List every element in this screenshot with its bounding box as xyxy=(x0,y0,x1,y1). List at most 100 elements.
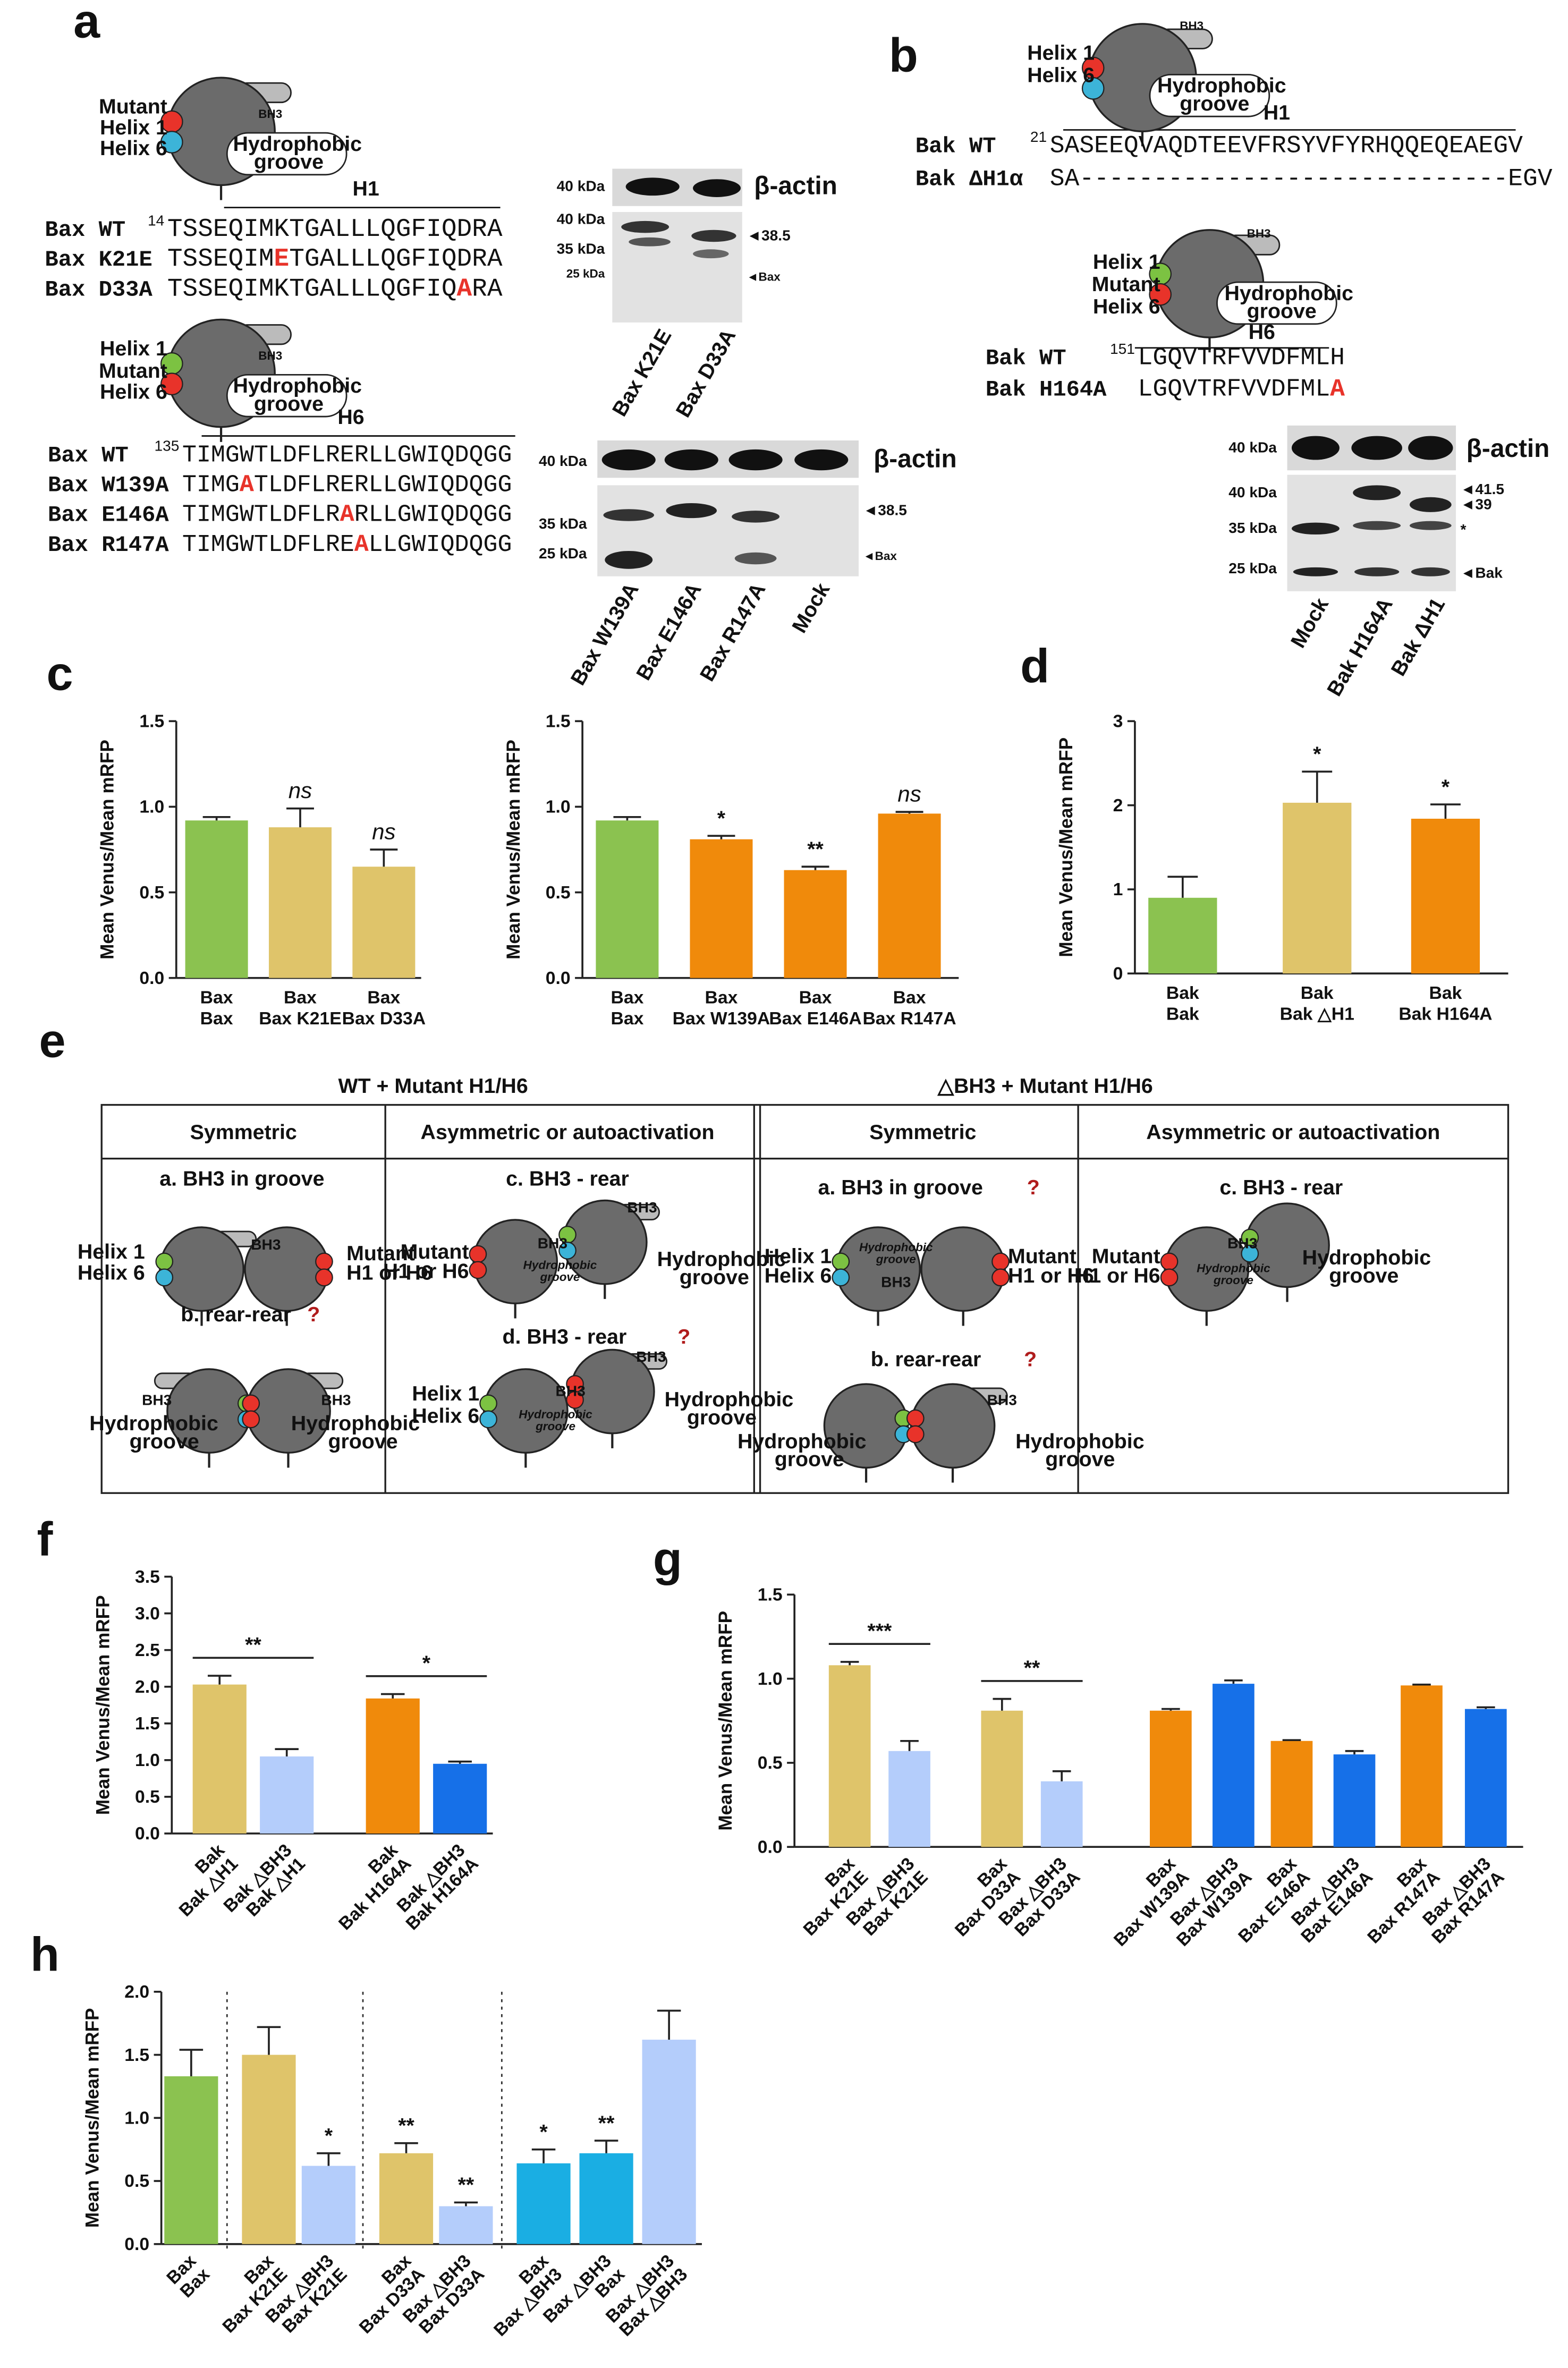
model-label: Hydrophobic xyxy=(519,1408,592,1421)
model-title: c. BH3 - rear xyxy=(506,1167,629,1190)
y-axis-label: Mean Venus/Mean mRFP xyxy=(92,1595,113,1815)
sequence: TIMGWTLDFLRARLLGWIQDQGG xyxy=(182,502,512,529)
model-label: groove xyxy=(540,1270,580,1284)
x-tick-label: Bax K21E xyxy=(259,1008,342,1029)
y-tick-label: 1.0 xyxy=(124,2108,149,2128)
y-tick-label: 2 xyxy=(1113,795,1123,816)
y-tick-label: 1.0 xyxy=(139,797,164,817)
sequence: SA-----------------------------EGV xyxy=(1050,164,1553,192)
sequence: TIMGWTLDFLREALLGWIQDQGG xyxy=(182,531,512,558)
model-label: Helix 1 xyxy=(412,1382,479,1405)
bar xyxy=(1150,1710,1192,1847)
model-label: BH3 xyxy=(881,1274,911,1290)
marker-arrow: ◄Bax xyxy=(747,270,781,283)
query-mark: ? xyxy=(677,1325,690,1348)
sequence-segment: TLDFLRERLLGWIQDQGG xyxy=(254,472,512,499)
label: groove xyxy=(254,392,324,415)
bar xyxy=(1148,897,1217,974)
model-label: Mutant xyxy=(346,1242,415,1265)
bar xyxy=(379,2153,434,2244)
model-label: Hydrophobic xyxy=(657,1247,786,1271)
significance-label: * xyxy=(325,2124,333,2148)
panel-label: c xyxy=(47,647,73,700)
marker: 40 kDa xyxy=(539,453,587,469)
protein-body xyxy=(159,1226,244,1312)
significance-label: ** xyxy=(1024,1657,1040,1680)
helix xyxy=(1160,1268,1179,1287)
protein-body xyxy=(245,1368,331,1454)
protein-body xyxy=(910,1383,996,1469)
lane-label: Bax K21E xyxy=(608,325,676,420)
helix xyxy=(155,1252,174,1271)
y-tick-label: 1.5 xyxy=(124,2045,149,2065)
y-axis-label: Mean Venus/Mean mRFP xyxy=(82,2008,103,2228)
sequence: TSSEQIMKTGALLLQGFIQARA xyxy=(167,275,503,303)
sequence-name: Bak H164A xyxy=(986,377,1107,403)
y-tick-label: 1.0 xyxy=(546,797,571,817)
x-tick-label: Bax R147A xyxy=(862,1008,956,1029)
y-tick-label: 3.5 xyxy=(135,1567,160,1587)
y-axis-label: Mean Venus/Mean mRFP xyxy=(503,740,524,960)
sequence-segment: TIMGWTLDFLR xyxy=(182,502,340,529)
band xyxy=(1291,436,1340,460)
label: Helix 6 xyxy=(100,137,167,160)
label: BH3 xyxy=(258,349,282,362)
band xyxy=(732,511,780,523)
x-tick-label: Bax xyxy=(611,987,643,1007)
bar xyxy=(1401,1685,1443,1847)
band xyxy=(1353,485,1401,500)
model-label: Hydrophobic xyxy=(89,1412,218,1435)
bar xyxy=(268,827,332,978)
bar xyxy=(185,820,248,978)
y-tick-label: 0.0 xyxy=(139,968,164,988)
model-label: BH3 xyxy=(1227,1235,1257,1251)
y-tick-label: 0.5 xyxy=(758,1753,783,1773)
band xyxy=(1411,567,1450,576)
bar xyxy=(784,870,847,978)
model-label: Mutant xyxy=(401,1240,469,1263)
band xyxy=(728,449,783,471)
x-tick-label: Bak xyxy=(1166,1004,1199,1024)
significance-label: ** xyxy=(398,2114,414,2137)
label: BH3 xyxy=(1180,19,1203,32)
label: Helix 1 xyxy=(1027,41,1095,64)
marker: 40 kDa xyxy=(557,178,605,194)
bar xyxy=(642,2040,696,2244)
significance-label: * xyxy=(717,807,726,830)
column-header: Symmetric xyxy=(869,1121,976,1144)
bar xyxy=(579,2153,633,2244)
significance-label: * xyxy=(1442,775,1450,799)
model-label: groove xyxy=(687,1406,757,1429)
marker: 25 kDa xyxy=(539,545,587,562)
sequence-segment: TSSEQIMKTGALLLQGFIQDRA xyxy=(167,215,503,244)
y-tick-label: 0 xyxy=(1113,964,1123,984)
y-tick-label: 2.5 xyxy=(135,1640,160,1660)
model-title: a. BH3 in groove xyxy=(818,1176,983,1199)
y-tick-label: 2.0 xyxy=(135,1677,160,1697)
label: Mutant xyxy=(99,359,167,383)
residue-number: 21 xyxy=(1030,129,1047,145)
helix xyxy=(1241,1244,1259,1263)
band xyxy=(1291,522,1340,535)
band xyxy=(601,449,656,471)
bar xyxy=(1270,1741,1313,1847)
model-label: groove xyxy=(775,1448,844,1471)
sequence-segment: A xyxy=(340,502,354,529)
sequence-segment: TGALLLQGFIQDRA xyxy=(289,245,503,274)
model-label: Mutant xyxy=(1092,1244,1160,1268)
groove xyxy=(226,132,347,176)
sequence: SASEEQVAQDTEEVFRSYVFYRHQQEQEAEGV xyxy=(1050,132,1523,160)
model-label: Mutant xyxy=(1008,1244,1077,1268)
marker: 35 kDa xyxy=(1228,520,1277,536)
sequence: TSSEQIMETGALLLQGFIQDRA xyxy=(167,245,503,274)
lane-label: Bax D33A xyxy=(671,325,740,421)
residue-number: 135 xyxy=(154,438,179,454)
x-tick-label: Bax W139A xyxy=(673,1008,770,1029)
sequence-segment: A xyxy=(1330,375,1345,403)
significance-label: *** xyxy=(867,1619,892,1643)
label: Hydrophobic xyxy=(1157,74,1286,97)
x-tick-label: Bax xyxy=(611,1008,643,1029)
sequence-segment: A xyxy=(457,275,472,303)
model-label: groove xyxy=(328,1430,397,1453)
model-label: BH3 xyxy=(627,1199,657,1216)
